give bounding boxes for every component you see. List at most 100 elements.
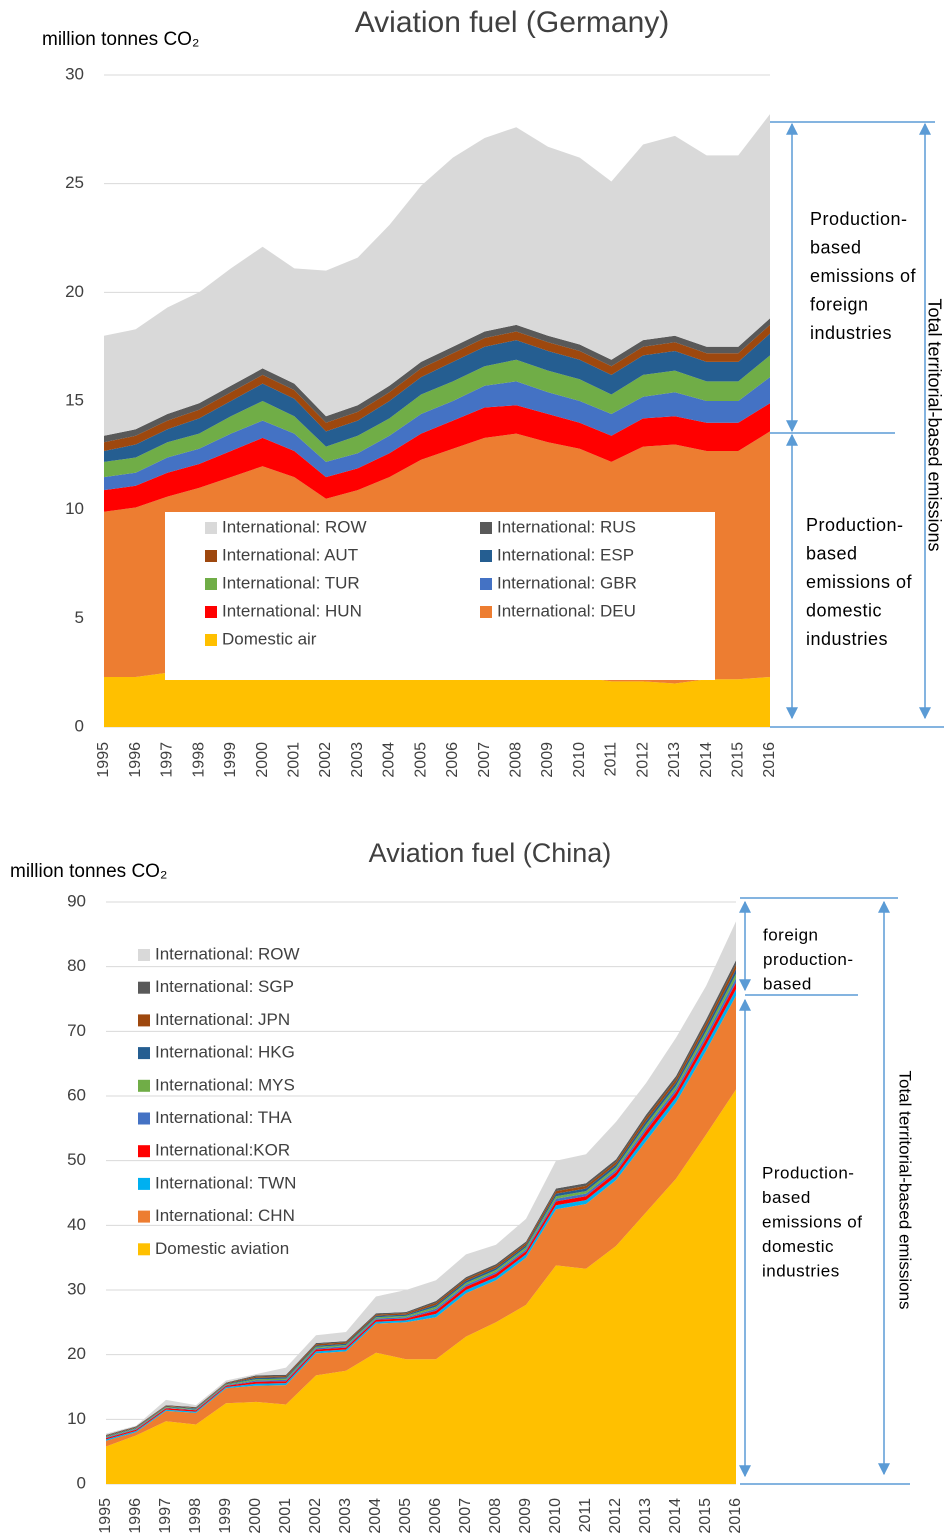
x-tick-label: 2006 — [427, 1498, 444, 1534]
x-tick-label: 2000 — [247, 1498, 264, 1534]
annotation: emissions of — [806, 572, 913, 592]
x-tick-label: 2014 — [667, 1498, 684, 1534]
y-tick-label: 60 — [67, 1085, 86, 1104]
annotation: based — [762, 1188, 811, 1207]
area-series — [104, 114, 770, 436]
x-tick-label: 2013 — [637, 1498, 654, 1534]
legend-label: International: ROW — [155, 944, 300, 963]
legend-box — [165, 512, 715, 680]
legend-swatch — [138, 1177, 150, 1190]
x-tick-label: 2001 — [286, 742, 303, 778]
legend-label: International: SGP — [155, 977, 294, 996]
y-tick-label: 20 — [67, 1344, 86, 1363]
legend-swatch — [138, 1243, 150, 1256]
annotation: Production- — [810, 209, 908, 229]
x-tick-label: 2014 — [698, 742, 715, 778]
y-tick-label: 50 — [67, 1150, 86, 1169]
legend-label: International: ESP — [497, 545, 634, 564]
legend-swatch — [205, 634, 217, 646]
annotation: foreign — [810, 294, 869, 314]
annotation: based — [806, 543, 858, 563]
x-tick-label: 1999 — [222, 742, 239, 778]
x-tick-label: 2006 — [444, 742, 461, 778]
y-tick-label: 30 — [67, 1279, 86, 1298]
x-tick-label: 1998 — [187, 1498, 204, 1534]
area-series — [104, 666, 770, 727]
x-tick-label: 2016 — [727, 1498, 744, 1534]
legend-label: International: RUS — [497, 517, 636, 536]
annotation: industries — [762, 1261, 840, 1280]
x-tick-label: 2005 — [397, 1498, 414, 1534]
x-tick-label: 1997 — [159, 742, 176, 778]
legend-label: International: JPN — [155, 1010, 290, 1029]
x-tick-label: 2015 — [697, 1498, 714, 1534]
x-tick-label: 2009 — [517, 1498, 534, 1534]
annotation: foreign — [763, 925, 818, 944]
area-series — [106, 1089, 736, 1484]
x-tick-label: 2007 — [476, 742, 493, 778]
x-tick-label: 2013 — [666, 742, 683, 778]
annotation: based — [810, 237, 862, 257]
legend-swatch — [480, 522, 492, 534]
legend-swatch — [138, 1145, 150, 1158]
annotation: industries — [810, 323, 892, 343]
legend-swatch — [138, 949, 150, 961]
x-tick-label: 2011 — [603, 742, 620, 777]
y-tick-label: 0 — [75, 716, 84, 735]
x-tick-label: 2000 — [254, 742, 271, 778]
legend-label: International: HUN — [222, 601, 362, 620]
x-tick-label: 2009 — [539, 742, 556, 778]
x-tick-label: 1997 — [157, 1498, 174, 1534]
legend-swatch — [205, 522, 217, 534]
area-series — [104, 333, 770, 462]
legend-swatch — [205, 550, 217, 562]
legend-label: International: ROW — [222, 517, 367, 536]
x-tick-label: 2004 — [367, 1498, 384, 1534]
legend-label: International: TUR — [222, 573, 360, 592]
y-tick-label: 10 — [67, 1409, 86, 1428]
x-tick-label: 2012 — [607, 1498, 624, 1534]
y-tick-label: 40 — [67, 1215, 86, 1234]
y-tick-label: 90 — [67, 891, 86, 910]
area-series — [104, 377, 770, 491]
x-tick-label: 1996 — [127, 742, 144, 778]
y-tick-label: 5 — [75, 608, 84, 627]
y-tick-label: 70 — [67, 1021, 86, 1040]
x-tick-label: 2003 — [349, 742, 366, 778]
y-tick-label: 25 — [65, 173, 84, 192]
legend-label: Domestic aviation — [155, 1239, 289, 1258]
legend-label: International: CHN — [155, 1206, 295, 1225]
x-tick-label: 2010 — [571, 742, 588, 778]
x-tick-label: 1999 — [217, 1498, 234, 1534]
x-tick-label: 2005 — [412, 742, 429, 778]
legend-swatch — [480, 550, 492, 562]
annotation: Production- — [806, 515, 904, 535]
y-axis-label: million tonnes CO₂ — [42, 29, 199, 50]
x-tick-label: 1995 — [97, 1498, 114, 1534]
annotation: production- — [763, 950, 854, 969]
legend-swatch — [205, 578, 217, 590]
x-tick-label: 2008 — [487, 1498, 504, 1534]
y-tick-label: 80 — [67, 956, 86, 975]
x-tick-label: 2002 — [307, 1498, 324, 1534]
x-tick-label: 1995 — [95, 742, 112, 778]
x-tick-label: 1998 — [190, 742, 207, 778]
side-label: Total territorial-based emissions — [924, 298, 944, 551]
x-tick-label: 2015 — [730, 742, 747, 778]
legend-label: International: GBR — [497, 573, 637, 592]
area-series — [106, 995, 736, 1447]
annotation: based — [763, 974, 812, 993]
x-tick-label: 1996 — [127, 1498, 144, 1534]
y-tick-label: 20 — [65, 282, 84, 301]
y-tick-label: 15 — [65, 390, 84, 409]
annotation: emissions of — [810, 266, 917, 286]
x-tick-label: 2007 — [457, 1498, 474, 1534]
legend-swatch — [138, 1210, 150, 1223]
x-tick-label: 2012 — [634, 742, 651, 778]
y-axis-label: million tonnes CO₂ — [10, 861, 167, 882]
x-tick-label: 2002 — [317, 742, 334, 778]
annotation: emissions of — [762, 1212, 862, 1231]
legend-label: International: TWN — [155, 1173, 296, 1192]
annotation: domestic — [762, 1237, 834, 1256]
